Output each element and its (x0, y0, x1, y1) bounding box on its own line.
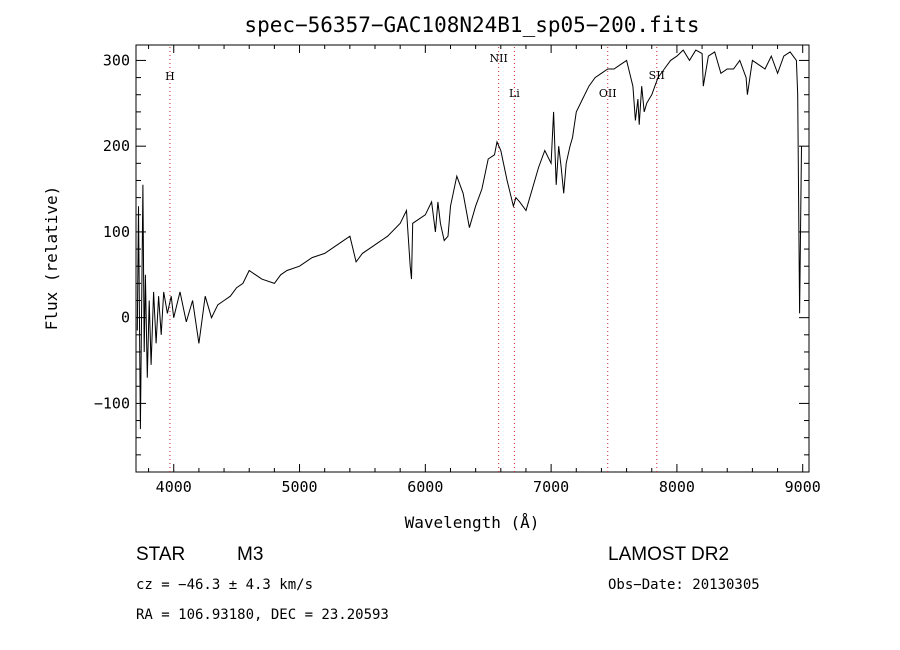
x-tick-label: 8000 (659, 478, 695, 496)
y-tick-label: 100 (103, 223, 130, 241)
y-axis-label: Flux (relative) (42, 186, 61, 331)
x-tick-label: 6000 (407, 478, 443, 496)
y-tick-label: 0 (121, 309, 130, 327)
spectral-line-label: Li (509, 87, 520, 100)
x-axis: 4000 5000 6000 7000 8000 9000 (148, 45, 821, 496)
redshift-text: cz = −46.3 ± 4.3 km/s (136, 577, 313, 593)
chart-title: spec−56357−GAC108N24B1_sp05−200.fits (244, 13, 699, 37)
spectrum-line (136, 49, 802, 430)
x-tick-label: 9000 (785, 478, 821, 496)
spectral-line-label: SII (649, 69, 665, 82)
obs-date-text: Obs−Date: 20130305 (608, 577, 760, 593)
spectral-line-label: OII (599, 87, 617, 100)
x-tick-label: 4000 (156, 478, 192, 496)
y-tick-label: 300 (103, 51, 130, 69)
coords-text: RA = 106.93180, DEC = 23.20593 (136, 607, 389, 623)
x-tick-label: 7000 (533, 478, 569, 496)
object-subclass: M3 (237, 544, 263, 565)
plot-frame (135, 44, 810, 473)
object-class: STAR (136, 544, 185, 565)
survey-name: LAMOST DR2 (608, 544, 729, 565)
y-axis: −100 0 100 200 300 (94, 51, 809, 456)
spectral-line-label: H (165, 70, 175, 83)
spectral-line-label: NII (490, 52, 508, 65)
annotation-lines: H NII Li OII SII (165, 47, 665, 472)
x-axis-label: Wavelength (Å) (405, 513, 540, 532)
x-tick-label: 5000 (281, 478, 317, 496)
y-tick-label: −100 (94, 394, 130, 412)
y-tick-label: 200 (103, 137, 130, 155)
